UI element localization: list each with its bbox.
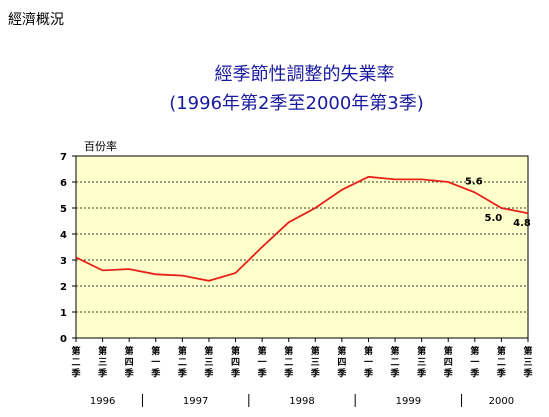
- y-tick-label: 7: [60, 152, 67, 163]
- year-label: 1998: [289, 396, 314, 407]
- year-label: 2000: [489, 396, 514, 407]
- x-tick-label: 第二季: [70, 345, 81, 379]
- x-tick-label: 第二季: [496, 345, 507, 379]
- x-tick-label: 第四季: [124, 345, 135, 379]
- plot-area: [75, 155, 529, 339]
- y-tick-label: 1: [60, 308, 67, 319]
- x-tick-label: 第三季: [310, 345, 321, 379]
- x-tick-label: 第三季: [203, 345, 214, 379]
- x-tick-label: 第一季: [363, 345, 374, 379]
- x-tick-label: 第三季: [522, 345, 533, 379]
- data-label: 5.0: [485, 213, 503, 224]
- y-tick-label: 5: [60, 204, 67, 215]
- y-tick-label: 0: [60, 334, 67, 345]
- unemployment-series-line: [75, 175, 529, 282]
- chart-subtitle: (1996年第2季至2000年第3季): [169, 93, 424, 114]
- x-tick-label: 第三季: [416, 345, 427, 379]
- y-tick-label: 6: [60, 178, 67, 189]
- x-tick-label: 第二季: [390, 345, 401, 379]
- page-header: 經濟概況: [8, 12, 64, 28]
- y-tick-label: 3: [60, 256, 67, 267]
- year-label: 1999: [396, 396, 421, 407]
- x-tick-label: 第一季: [150, 345, 161, 379]
- x-tick-label: 第四季: [336, 345, 347, 379]
- x-tick-label: 第二季: [177, 345, 188, 379]
- y-tick-label: 2: [60, 282, 67, 293]
- y-tick-label: 4: [60, 230, 67, 241]
- year-label: 1997: [183, 396, 208, 407]
- x-tick-label: 第四季: [443, 345, 454, 379]
- data-label: 5.6: [465, 176, 483, 187]
- y-axis-label: 百份率: [84, 139, 117, 153]
- x-tick-label: 第二季: [283, 345, 294, 379]
- x-tick-label: 第三季: [97, 345, 108, 379]
- chart-title: 經季節性調整的失業率: [214, 64, 395, 85]
- x-tick-label: 第一季: [469, 345, 480, 379]
- data-label: 4.8: [513, 218, 531, 229]
- x-tick-label: 第四季: [230, 345, 241, 379]
- x-tick-label: 第一季: [257, 345, 268, 379]
- year-label: 1996: [90, 396, 115, 407]
